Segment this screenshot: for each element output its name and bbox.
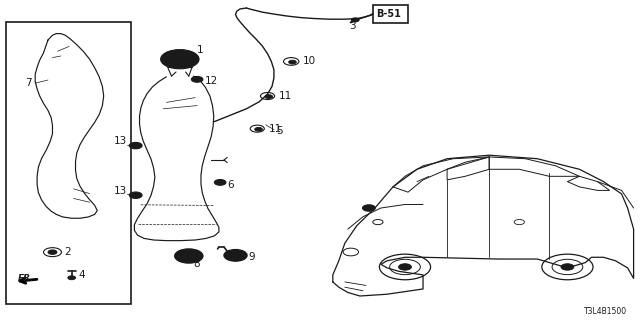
Text: 8: 8 [193,259,200,269]
Bar [6,22,131,304]
Circle shape [561,264,574,270]
Text: 5: 5 [276,126,283,136]
Circle shape [362,205,375,211]
Circle shape [351,18,359,22]
Circle shape [175,57,185,62]
Circle shape [132,144,139,147]
Text: 1: 1 [197,44,204,55]
Circle shape [68,276,76,280]
Text: 6: 6 [227,180,234,190]
Text: 9: 9 [248,252,255,262]
Circle shape [191,76,203,82]
Text: 13: 13 [113,136,127,147]
Circle shape [175,249,203,263]
Circle shape [265,95,273,99]
Circle shape [229,252,242,259]
Text: 13: 13 [113,186,127,196]
Text: 3: 3 [349,20,355,31]
Circle shape [399,264,412,270]
Circle shape [48,250,57,254]
Circle shape [168,53,191,65]
Circle shape [186,254,192,258]
Text: 11: 11 [279,91,292,101]
Text: 4: 4 [78,270,84,280]
Text: 7: 7 [26,78,32,88]
Circle shape [255,127,262,131]
Text: B-51: B-51 [376,9,401,19]
Circle shape [129,142,142,149]
Circle shape [181,252,196,260]
Circle shape [132,194,139,197]
Bar [373,5,408,23]
Text: 2: 2 [64,247,70,257]
Circle shape [224,250,247,261]
Circle shape [129,192,142,198]
Text: 11: 11 [269,124,282,134]
Text: 12: 12 [205,76,218,86]
Text: 10: 10 [303,56,316,67]
Circle shape [289,60,296,64]
Circle shape [161,50,199,69]
Text: FR.: FR. [18,274,35,283]
Circle shape [214,180,226,185]
Text: T3L4B1500: T3L4B1500 [584,307,627,316]
